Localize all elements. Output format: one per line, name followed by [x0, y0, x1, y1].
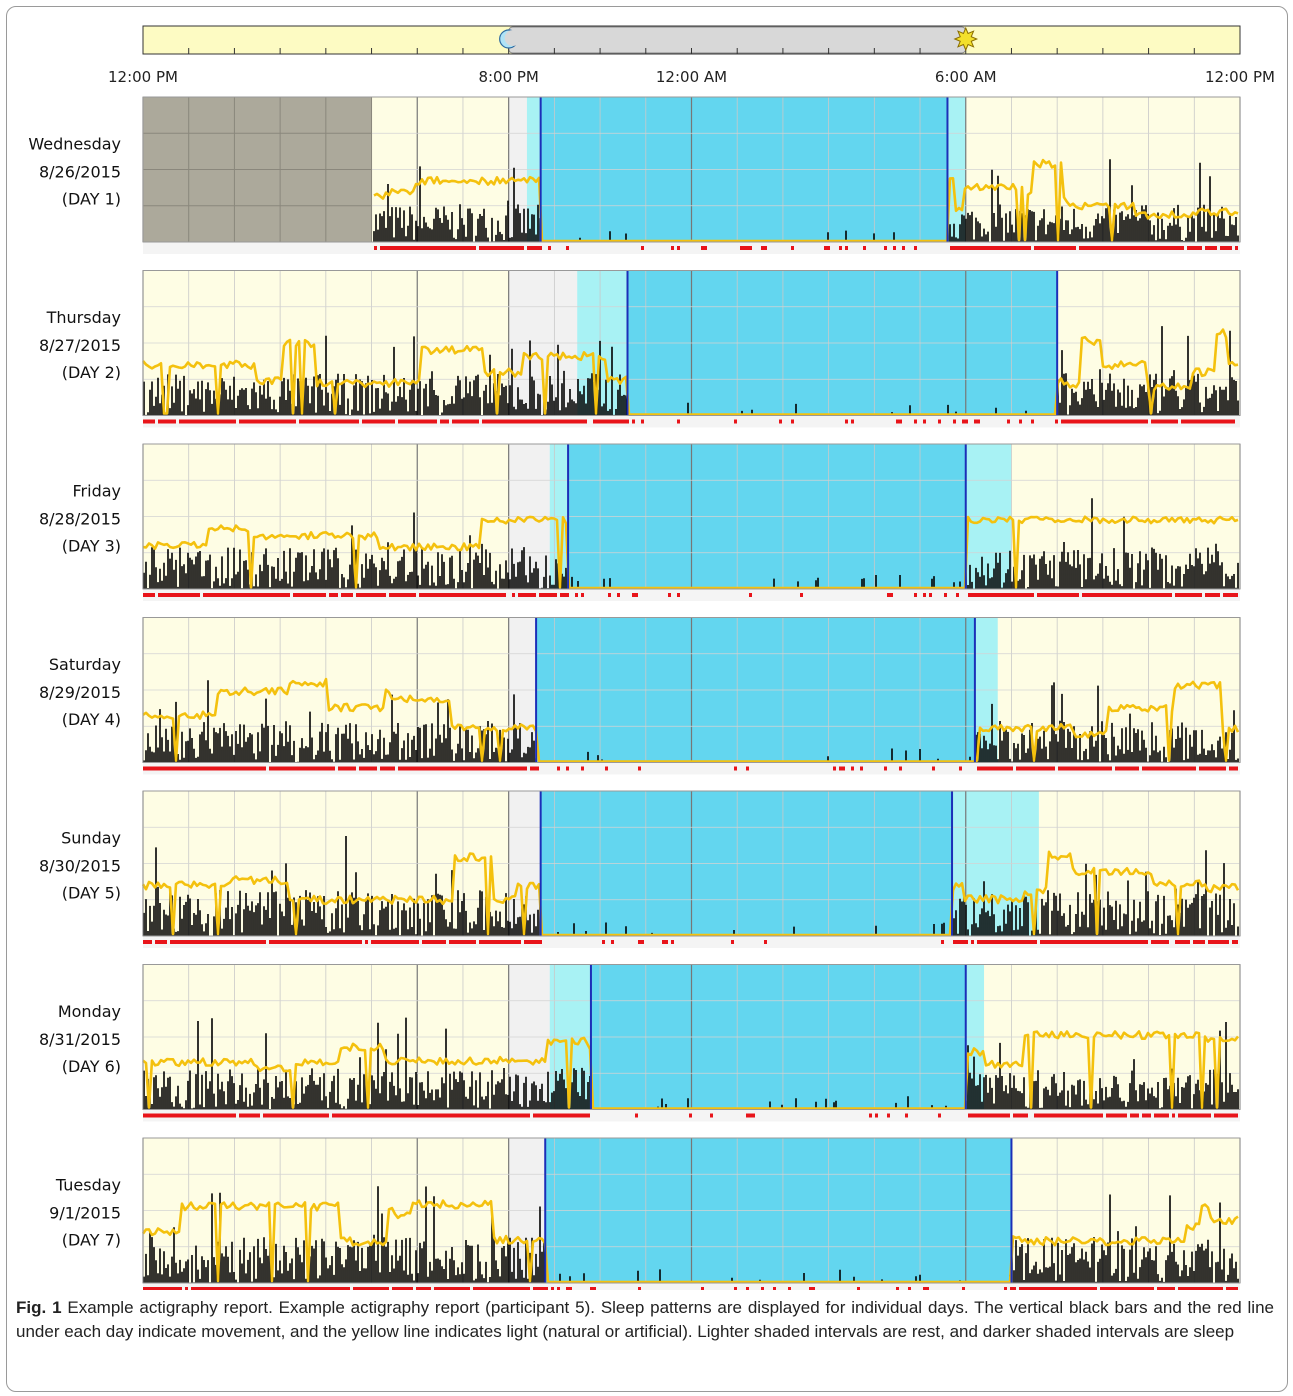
light-line — [141, 850, 1240, 937]
day-weekday-label: Friday — [73, 482, 122, 501]
movement-strip — [143, 415, 1240, 428]
movement-strip — [143, 242, 1240, 254]
x-tick-label: 8:00 PM — [478, 68, 538, 86]
day-weekday-label: Tuesday — [55, 1176, 121, 1195]
panel-border — [142, 1137, 1241, 1284]
panel-border — [142, 270, 1241, 416]
day-panel: Wednesday 8/26/2015 (DAY 1) — [28, 96, 1241, 254]
panel-border — [142, 617, 1241, 763]
light-line — [373, 158, 1239, 243]
day-date-label: 8/27/2015 — [39, 336, 121, 355]
day-panel: Monday 8/31/2015 (DAY 6) — [39, 964, 1241, 1122]
day-date-label: 9/1/2015 — [49, 1204, 121, 1223]
day-date-label: 8/28/2015 — [39, 510, 121, 529]
activity-bars — [373, 159, 1239, 242]
light-line — [142, 1030, 1240, 1110]
day-panel: Thursday 8/27/2015 (DAY 2) — [39, 270, 1241, 428]
panel-border — [142, 790, 1241, 937]
sun-icon — [953, 26, 979, 52]
actigraphy-chart: 12:00 PM 8:00 PM 12:00 AM 6:00 AM 12:00 PM W… — [28, 25, 1275, 1290]
panel-border — [142, 964, 1241, 1110]
day-weekday-label: Sunday — [61, 829, 121, 848]
panel-border — [142, 443, 1241, 590]
light-line — [141, 1199, 1239, 1284]
movement-strip — [143, 936, 1240, 948]
movement-strip — [143, 589, 1240, 601]
day-number-label: (DAY 3) — [62, 537, 121, 556]
day-number-label: (DAY 6) — [62, 1057, 121, 1076]
light-line — [142, 328, 1239, 416]
day-weekday-label: Saturday — [49, 655, 121, 674]
sun-icon-rays — [953, 26, 979, 52]
day-number-label: (DAY 5) — [62, 884, 121, 903]
day-date-label: 8/31/2015 — [39, 1030, 121, 1049]
day-weekday-label: Thursday — [46, 308, 121, 327]
activity-bars — [143, 1017, 1239, 1110]
light-line — [142, 515, 1239, 590]
caption-text: Example actigraphy report. Example actig… — [16, 1298, 1274, 1341]
day-date-label: 8/30/2015 — [39, 857, 121, 876]
movement-strip — [143, 762, 1240, 775]
movement-strip — [143, 1283, 1240, 1290]
day-panel: Sunday 8/30/2015 (DAY 5) — [39, 790, 1241, 948]
activity-bars — [143, 326, 1239, 416]
figure-caption: Fig. 1 Example actigraphy report. Exampl… — [16, 1296, 1274, 1344]
moon-icon — [499, 29, 521, 49]
figure-label: Fig. 1 — [16, 1298, 62, 1317]
moon-icon-cutout — [504, 30, 521, 46]
day-number-label: (DAY 1) — [62, 190, 121, 209]
day-date-label: 8/29/2015 — [39, 683, 121, 702]
day-number-label: (DAY 7) — [62, 1231, 121, 1250]
x-tick-label: 6:00 AM — [935, 68, 997, 86]
light-line — [142, 677, 1240, 763]
x-tick-label: 12:00 PM — [108, 68, 178, 86]
x-tick-label: 12:00 AM — [656, 68, 727, 86]
day-number-label: (DAY 4) — [62, 710, 121, 729]
day-weekday-label: Monday — [58, 1002, 121, 1021]
day-night-band: 12:00 PM 8:00 PM 12:00 AM 6:00 AM 12:00 PM — [108, 25, 1275, 86]
day-panel: Saturday 8/29/2015 (DAY 4) — [39, 617, 1241, 775]
day-panels: Wednesday 8/26/2015 (DAY 1) Thursday 8/27/20… — [28, 96, 1241, 1290]
x-tick-label: 12:00 PM — [1205, 68, 1275, 86]
day-panel: Friday 8/28/2015 (DAY 3) — [39, 443, 1241, 601]
day-panel: Tuesday 9/1/2015 (DAY 7) — [49, 1137, 1241, 1290]
day-number-label: (DAY 2) — [62, 363, 121, 382]
panel-border — [142, 96, 1241, 243]
day-date-label: 8/26/2015 — [39, 163, 121, 182]
day-weekday-label: Wednesday — [28, 135, 121, 154]
